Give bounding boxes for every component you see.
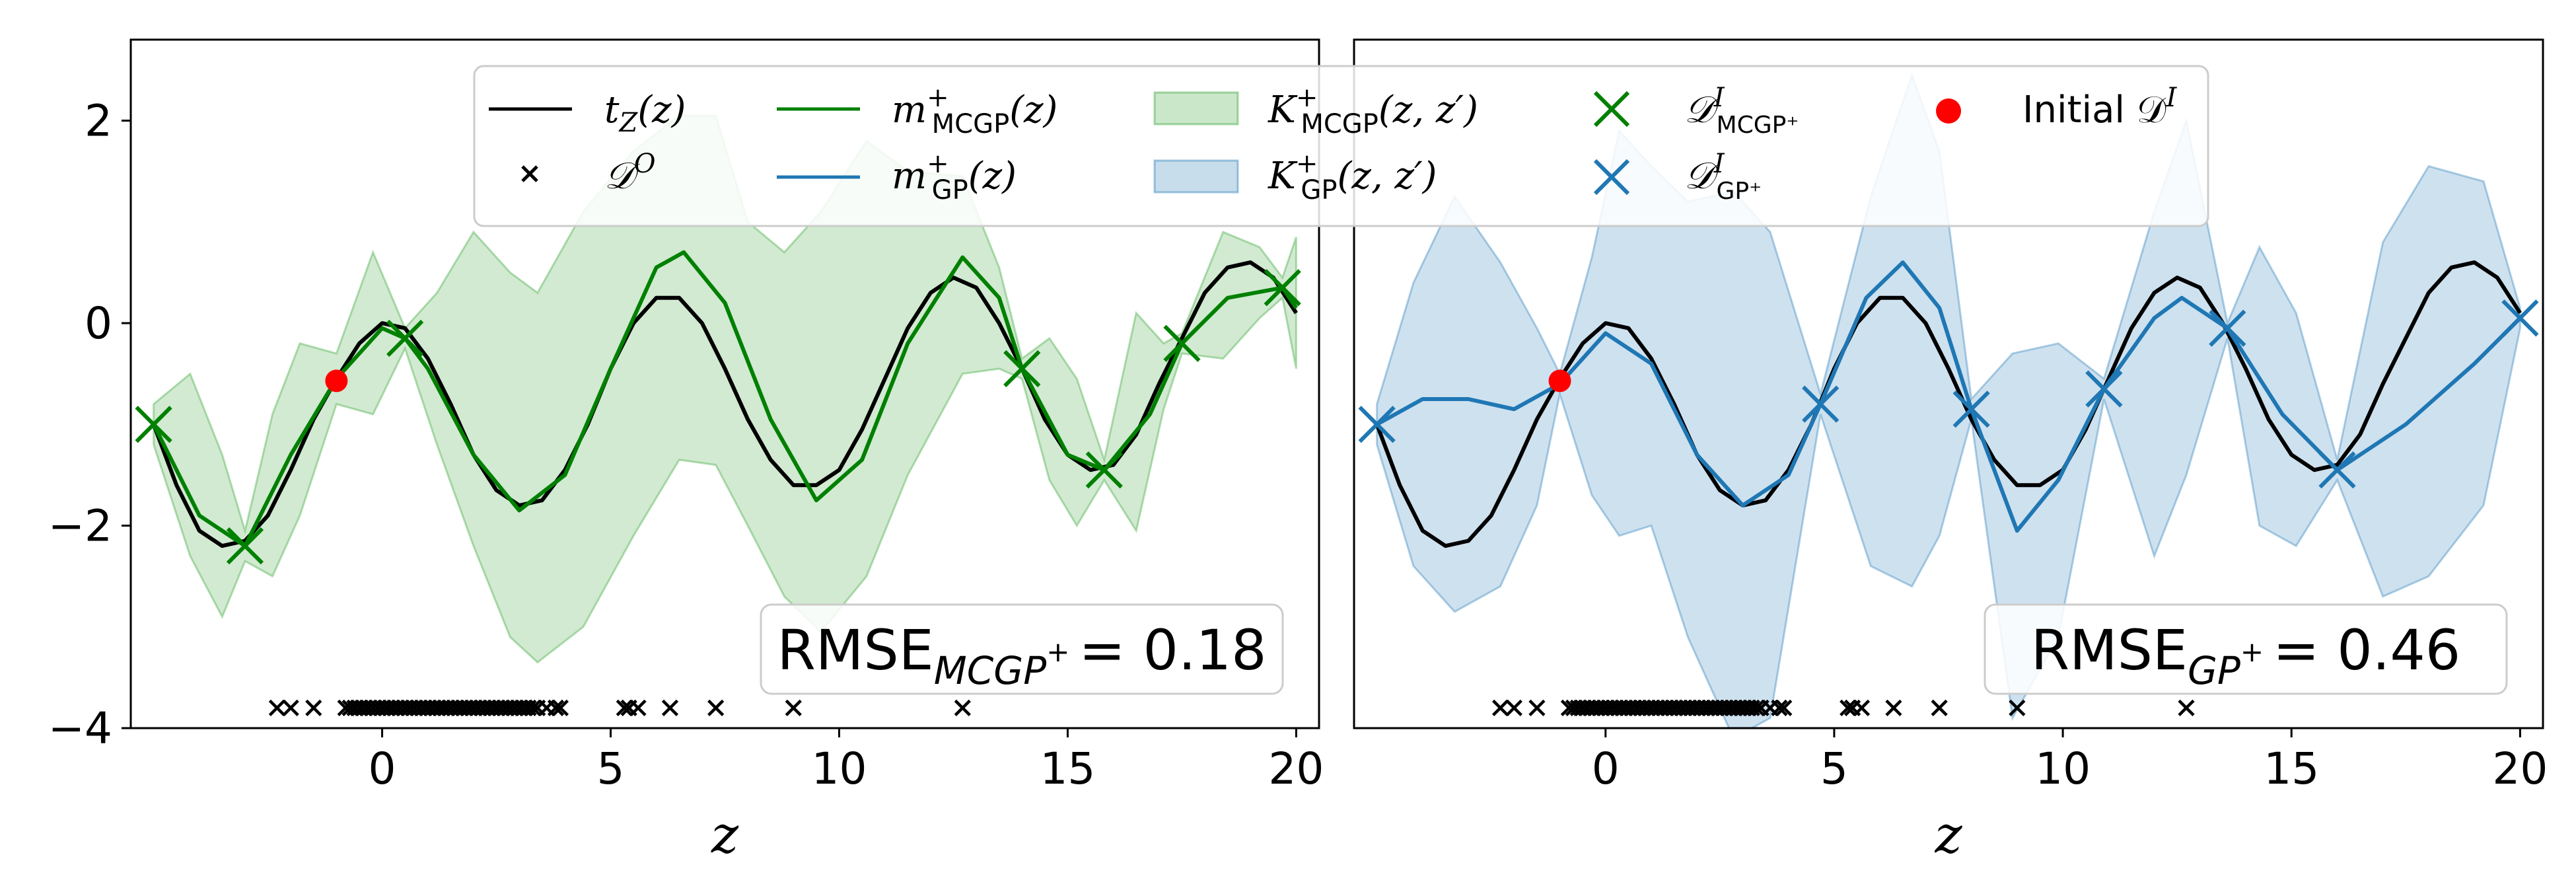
legend-box: [473, 65, 2209, 227]
x-axis-label: z: [1934, 805, 1962, 865]
observation-marker: [616, 699, 633, 716]
query-point-marker: [2501, 299, 2539, 337]
query-point-marker: [1952, 390, 1990, 428]
y-tick-label: −4: [48, 703, 112, 754]
y-tick-label: 0: [85, 298, 112, 349]
axes-frame: [129, 38, 1320, 729]
x-axis-label: z: [711, 805, 739, 865]
observation-marker: [524, 699, 542, 716]
y-tick-label: 2: [85, 96, 112, 147]
observation-marker: [629, 699, 647, 716]
observation-marker: [1505, 699, 1522, 716]
panel-mcgp: 0 5 10 15 20 −4 −2 0 2 z RMSEMCGP+ = 0.18: [48, 38, 1324, 865]
observation-marker: [2009, 699, 2026, 716]
query-point-marker: [1802, 385, 1840, 423]
legend: tZ(z) 𝒟O m+ MCGP(z) m+ GP(z) K+ MCGP(z, z′)…: [473, 65, 2209, 227]
x-tick-label: 0: [369, 743, 396, 794]
observation-marker: [552, 699, 569, 716]
observation-marker: [1775, 699, 1793, 716]
observation-marker: [954, 699, 971, 716]
query-point-marker: [1264, 269, 1301, 307]
x-tick-label: 15: [2264, 743, 2319, 794]
observation-marker: [1528, 699, 1546, 716]
query-point-marker: [2318, 451, 2356, 489]
observation-marker: [1853, 699, 1871, 716]
legend-label-mean-gp: m+ GP(z): [892, 149, 1017, 205]
query-point-marker: [1163, 324, 1201, 362]
true-function-line: [1375, 260, 2522, 548]
posterior-mean-line: [151, 250, 1298, 548]
rmse-box: [760, 603, 1284, 695]
axes-frame: [1353, 38, 2544, 729]
rmse-label: RMSEGP+ = 0.46: [2031, 618, 2460, 693]
query-point-marker: [386, 319, 424, 357]
observation-marker: [785, 699, 802, 716]
legend-swatch-queries-gp: [1593, 159, 1630, 196]
legend-label-true-fn: tZ(z): [604, 89, 686, 138]
query-point-marker: [1085, 451, 1123, 489]
observation-marker: [1885, 699, 1902, 716]
observation-marker: [1748, 699, 1765, 716]
legend-swatch-cov-mcgp: [1153, 91, 1239, 126]
observation-marker: [305, 699, 322, 716]
initial-point-marker: [1548, 369, 1571, 392]
observation-marker: [547, 699, 565, 716]
initial-point-marker: [325, 369, 348, 392]
legend-label-mean-mcgp: m+ MCGP(z): [892, 83, 1057, 139]
legend-label-cov-mcgp: K+ MCGP(z, z′): [1268, 83, 1478, 139]
legend-label-initial: Initial 𝒟I: [2022, 83, 2177, 131]
legend-swatch-cov-gp: [1153, 159, 1239, 194]
plot-area: [1375, 72, 2522, 728]
y-tick-label: −2: [48, 501, 112, 552]
query-point-marker: [2209, 309, 2246, 347]
x-tick-label: 10: [2035, 743, 2091, 794]
x-tick-label: 15: [1040, 743, 1095, 794]
query-point-marker: [135, 406, 172, 443]
query-point-marker: [1358, 406, 1396, 443]
legend-swatch-queries-mcgp: [1593, 91, 1630, 128]
observation-marker: [707, 699, 725, 716]
legend-swatch-initial: [1936, 98, 1961, 124]
observation-marker: [1491, 699, 1509, 716]
confidence-band: [153, 114, 1297, 664]
observation-marker: [268, 699, 286, 716]
x-tick-label: 20: [1268, 743, 1324, 794]
x-tick-label: 10: [811, 743, 867, 794]
x-tick-label: 0: [1592, 743, 1620, 794]
observation-marker: [2178, 699, 2195, 716]
x-tick-label: 5: [1820, 743, 1848, 794]
x-tick-label: 5: [597, 743, 625, 794]
observation-marker: [1840, 699, 1857, 716]
observation-marker: [1771, 699, 1788, 716]
panel-gp: 0 5 10 15 20 z RMSEGP+ = 0.46: [1353, 38, 2548, 865]
query-point-marker: [1003, 350, 1041, 388]
legend-swatch-observations: [521, 165, 538, 182]
legend-label-cov-gp: K+ GP(z, z′): [1268, 149, 1437, 205]
query-point-marker: [226, 527, 264, 565]
rmse-box: [1984, 603, 2508, 695]
observation-marker: [282, 699, 299, 716]
legend-label-queries-mcgp: 𝒟I MCGP⁺: [1684, 83, 1799, 139]
x-tick-label: 20: [2492, 743, 2548, 794]
query-point-marker: [2085, 370, 2123, 408]
observation-marker: [1931, 699, 1948, 716]
observation-marker: [661, 699, 679, 716]
rmse-label: RMSEMCGP+ = 0.18: [777, 618, 1266, 693]
